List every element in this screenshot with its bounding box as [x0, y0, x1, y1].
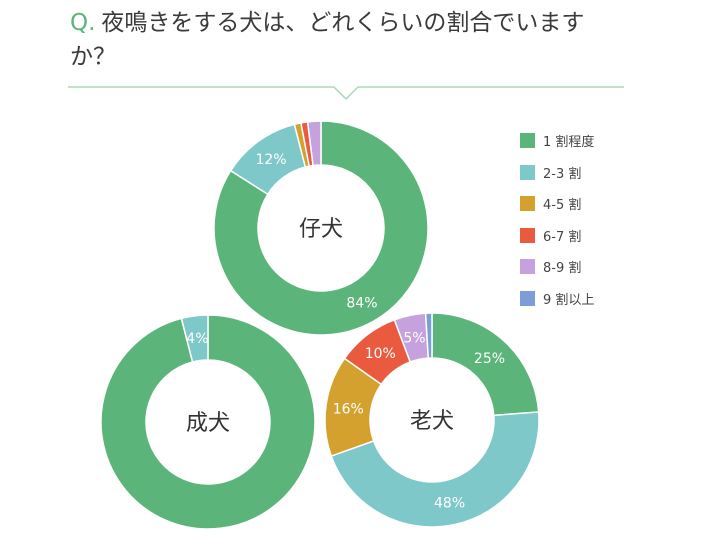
question-text: 夜鳴きをする犬は、どれくらいの割合でいますか？ — [70, 10, 585, 70]
legend-item: 4-5 割 — [520, 195, 594, 213]
divider-pointer — [68, 86, 624, 101]
slice-label: 10% — [365, 346, 396, 362]
slice-label: 48% — [434, 496, 465, 512]
legend: 1 割程度 2-3 割 4-5 割 6-7 割 8-9 割 9 割以上 — [520, 132, 594, 321]
donut-slice — [100, 314, 316, 530]
legend-item: 2-3 割 — [520, 164, 594, 182]
donut-slice — [213, 120, 429, 336]
slice-label: 84% — [346, 295, 377, 311]
legend-label: 9 割以上 — [543, 292, 595, 308]
donut-center-title: 成犬 — [186, 411, 230, 436]
legend-swatch — [520, 164, 535, 180]
legend-label: 1 割程度 — [543, 135, 595, 150]
slice-label: 12% — [255, 152, 286, 168]
question: Q. 夜鳴きをする犬は、どれくらいの割合でいますか？ — [70, 6, 630, 74]
donut-slice — [424, 312, 433, 359]
slice-label: 4% — [186, 331, 208, 347]
donut-slice — [330, 411, 540, 528]
donut-chart: 84% 12% 仔犬 — [213, 120, 429, 336]
legend-label: 2-3 割 — [543, 166, 582, 182]
donut-chart: 4% 成犬 — [100, 314, 316, 530]
legend-swatch — [520, 259, 535, 274]
legend-label: 4-5 割 — [543, 198, 582, 213]
legend-label: 6-7 割 — [543, 229, 582, 245]
legend-item: 8-9 割 — [520, 258, 594, 276]
legend-label: 8-9 割 — [543, 261, 582, 276]
slice-label: 16% — [333, 402, 364, 418]
donut-slice — [306, 120, 322, 167]
legend-item: 6-7 割 — [520, 227, 594, 245]
legend-swatch — [520, 196, 535, 211]
slice-label: 5% — [403, 330, 425, 346]
question-prefix: Q. — [70, 10, 96, 36]
legend-swatch — [520, 133, 535, 148]
donut-center-title: 老犬 — [410, 409, 454, 434]
slice-label: 25% — [474, 351, 505, 367]
legend-item: 1 割程度 — [520, 132, 595, 150]
donut-center-title: 仔犬 — [299, 217, 343, 242]
donut-chart: 25% 48% 16% 10% 5% 老犬 — [324, 312, 540, 528]
donut-slice — [180, 314, 209, 363]
legend-item: 9 割以上 — [520, 290, 595, 308]
legend-swatch — [520, 290, 535, 306]
legend-swatch — [520, 227, 535, 243]
